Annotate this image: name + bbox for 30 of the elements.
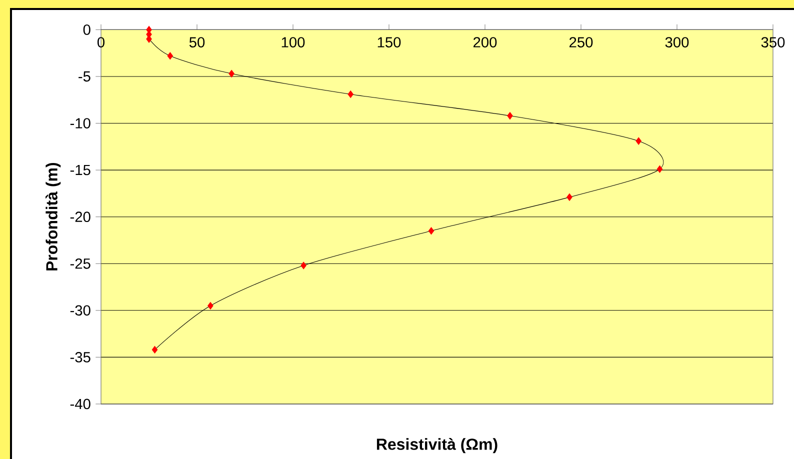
point bbox=[507, 112, 513, 120]
x-tick-label: 150 bbox=[378, 37, 401, 48]
point bbox=[208, 302, 214, 310]
point bbox=[167, 52, 173, 60]
x-tick-label: 250 bbox=[569, 37, 593, 48]
x-tick-label: 350 bbox=[761, 37, 785, 48]
y-tick-label: -30 bbox=[70, 305, 90, 316]
point bbox=[428, 227, 434, 235]
y-tick-label: -15 bbox=[70, 164, 90, 176]
y-tick-label: -35 bbox=[70, 352, 90, 362]
y-tick-label: -40 bbox=[70, 398, 90, 410]
y-tick-label: 0 bbox=[83, 24, 90, 35]
point bbox=[228, 70, 234, 78]
point bbox=[152, 346, 158, 354]
x-tick-label: 50 bbox=[189, 37, 205, 48]
x-axis-title: Resistività (Ωm) bbox=[376, 438, 498, 454]
x-tick-label: 200 bbox=[473, 37, 497, 48]
point bbox=[300, 262, 306, 270]
x-tick-label: 100 bbox=[282, 37, 305, 48]
point bbox=[566, 193, 572, 201]
x-tick-label: 300 bbox=[665, 37, 689, 48]
y-tick-label: -5 bbox=[78, 71, 90, 82]
y-tick-label: -25 bbox=[70, 258, 90, 269]
y-axis-title: Profondità (m) bbox=[46, 162, 61, 270]
x-tick-label: 0 bbox=[97, 37, 104, 48]
y-tick-label: -10 bbox=[70, 118, 90, 128]
y-tick-label: -20 bbox=[70, 212, 90, 222]
point bbox=[656, 165, 663, 173]
point bbox=[348, 90, 354, 98]
point bbox=[636, 137, 642, 145]
